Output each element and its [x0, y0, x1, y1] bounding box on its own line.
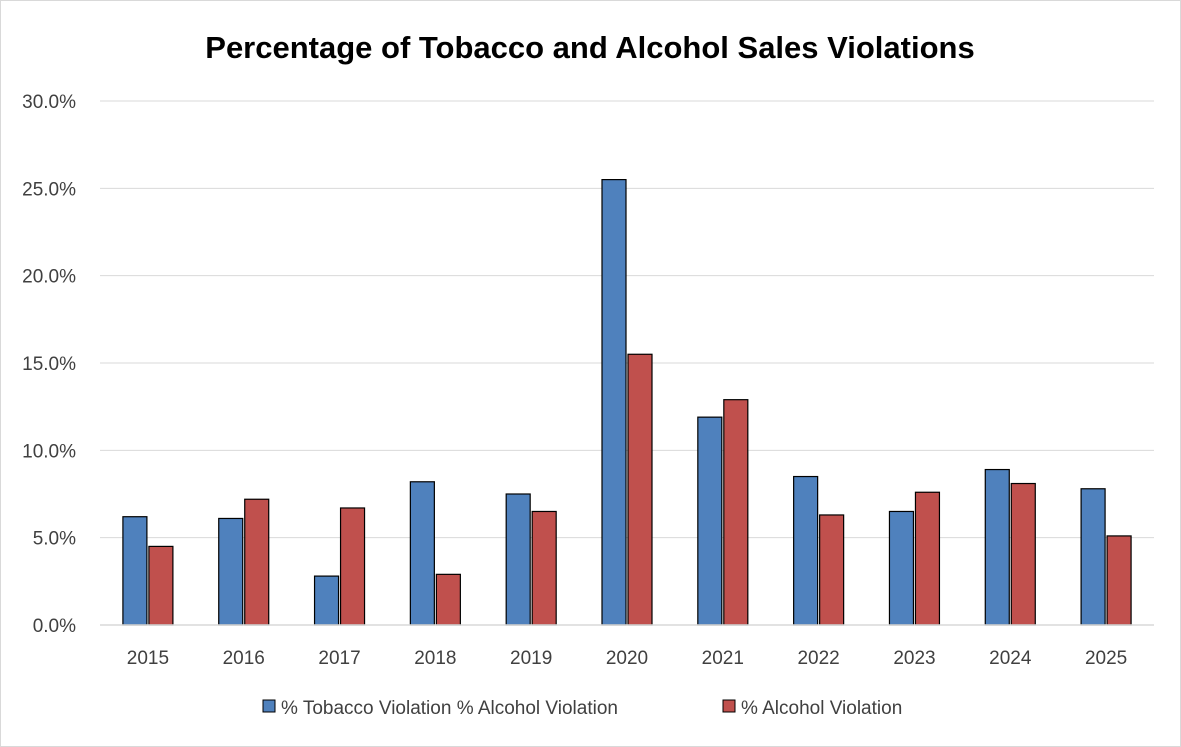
bar-tobacco-2020	[601, 179, 627, 626]
y-tick-label: 0.0%	[33, 616, 76, 637]
y-tick-label: 10.0%	[22, 441, 76, 462]
bar-tobacco-2017	[313, 575, 340, 626]
y-tick-label: 30.0%	[22, 92, 76, 113]
bars	[122, 179, 1132, 626]
bar-tobacco-2015	[122, 516, 148, 626]
bar-alcohol-2018	[435, 573, 461, 626]
legend-label-tobacco: % Tobacco Violation % Alcohol Violation	[281, 698, 618, 719]
bar-tobacco-2019	[505, 493, 531, 626]
bar-alcohol-2017	[339, 507, 366, 626]
y-axis-ticks: 0.0% 5.0% 10.0% 15.0% 20.0% 25.0% 30.0%	[22, 92, 76, 637]
bar-alcohol-2016	[244, 498, 270, 626]
bar-tobacco-2021	[697, 416, 723, 626]
bar-tobacco-2022	[793, 475, 819, 626]
bar-tobacco-2025	[1080, 488, 1106, 626]
legend-label-alcohol: % Alcohol Violation	[741, 698, 902, 719]
gridlines	[100, 100, 1154, 539]
bar-alcohol-2019	[531, 510, 557, 626]
x-axis-ticks: 2015 2016 2017 2018 2019 2020 2021 2022 2023 2024…	[127, 648, 1127, 669]
bar-alcohol-2021	[723, 399, 749, 626]
chart-title: Percentage of Tobacco and Alcohol Sales …	[205, 30, 974, 65]
x-tick-label: 2018	[414, 648, 456, 669]
x-tick-label: 2015	[127, 648, 169, 669]
bar-alcohol-2025	[1106, 535, 1132, 626]
x-tick-label: 2024	[989, 648, 1032, 669]
bar-tobacco-2018	[409, 481, 435, 626]
y-tick-label: 20.0%	[22, 267, 76, 288]
bar-alcohol-2020	[627, 353, 653, 626]
x-tick-label: 2020	[606, 648, 648, 669]
bar-alcohol-2015	[148, 545, 174, 626]
x-tick-label: 2022	[797, 648, 839, 669]
x-tick-label: 2017	[318, 648, 360, 669]
bar-alcohol-2022	[819, 514, 845, 626]
legend-swatch-alcohol	[722, 699, 736, 713]
bar-alcohol-2023	[914, 491, 941, 626]
x-tick-label: 2016	[223, 648, 265, 669]
x-tick-label: 2025	[1085, 648, 1127, 669]
bar-tobacco-2016	[218, 517, 244, 626]
x-tick-label: 2021	[702, 648, 744, 669]
y-tick-label: 5.0%	[33, 529, 76, 550]
bar-alcohol-2024	[1010, 482, 1036, 626]
x-tick-label: 2019	[510, 648, 552, 669]
y-tick-label: 15.0%	[22, 354, 76, 375]
legend: % Tobacco Violation % Alcohol Violation …	[262, 698, 902, 719]
bar-tobacco-2023	[888, 510, 915, 626]
x-tick-label: 2023	[893, 648, 935, 669]
bar-tobacco-2024	[984, 468, 1010, 626]
y-tick-label: 25.0%	[22, 179, 76, 200]
legend-swatch-tobacco	[262, 699, 276, 713]
